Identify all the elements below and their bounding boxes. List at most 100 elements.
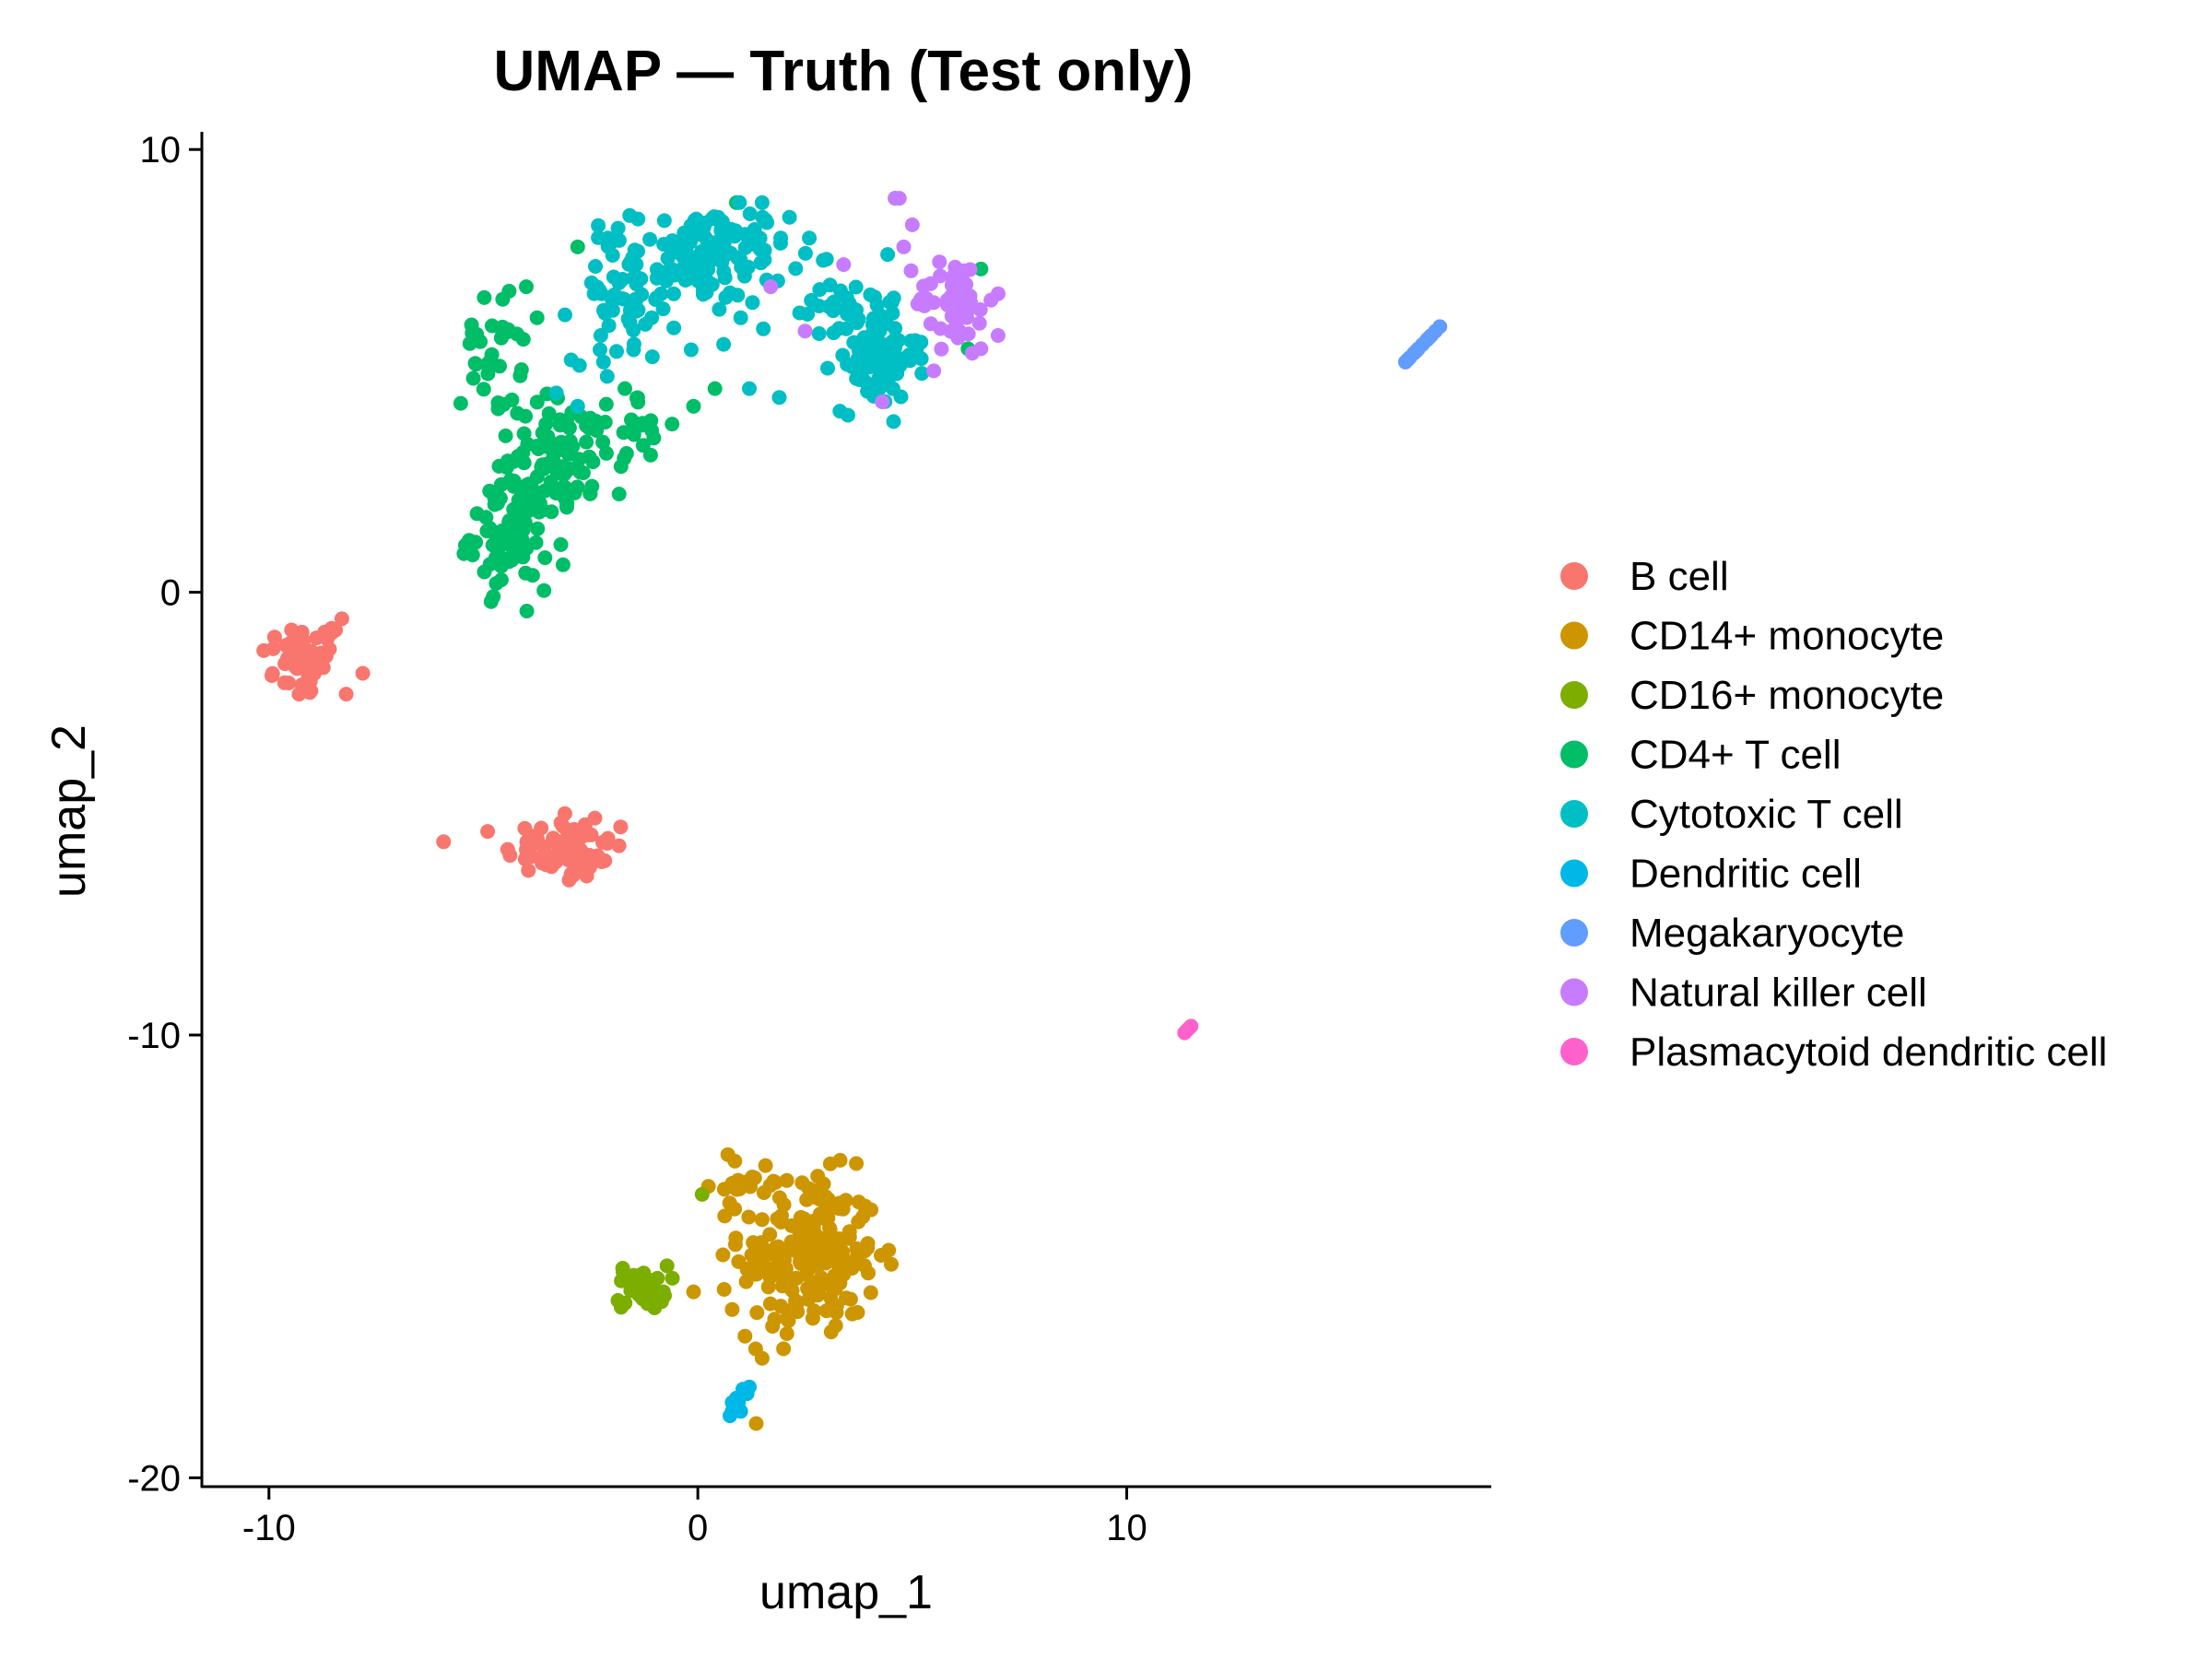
data-point bbox=[763, 279, 779, 295]
data-point bbox=[888, 321, 903, 336]
data-point bbox=[491, 536, 506, 552]
data-point bbox=[686, 1284, 701, 1300]
data-point bbox=[665, 1270, 680, 1286]
data-point bbox=[519, 604, 535, 618]
data-point bbox=[1408, 343, 1424, 359]
data-point bbox=[762, 1269, 778, 1285]
data-point bbox=[730, 288, 746, 303]
data-point bbox=[644, 423, 660, 439]
chart-title: UMAP — Truth (Test only) bbox=[494, 40, 1194, 103]
data-point bbox=[462, 335, 477, 351]
data-point bbox=[586, 286, 602, 301]
data-point bbox=[629, 256, 644, 272]
data-point bbox=[776, 1341, 792, 1357]
data-point bbox=[755, 1241, 771, 1256]
data-point bbox=[820, 360, 835, 376]
data-point bbox=[810, 1169, 826, 1184]
data-point bbox=[636, 1265, 652, 1281]
data-point bbox=[697, 280, 712, 296]
data-point bbox=[303, 683, 319, 699]
data-point bbox=[747, 1171, 762, 1185]
legend-swatch bbox=[1560, 681, 1588, 709]
data-point bbox=[588, 259, 603, 274]
x-tick-label: -10 bbox=[242, 1508, 296, 1548]
data-point bbox=[555, 818, 571, 834]
data-point bbox=[617, 451, 632, 466]
data-point bbox=[509, 326, 524, 342]
data-point bbox=[773, 230, 789, 246]
data-point bbox=[575, 465, 591, 480]
data-point bbox=[555, 557, 571, 572]
data-point bbox=[666, 320, 682, 335]
data-point bbox=[483, 594, 499, 609]
data-point bbox=[983, 292, 999, 308]
x-tick-label: 0 bbox=[688, 1508, 708, 1548]
data-point bbox=[484, 347, 500, 362]
data-point bbox=[665, 417, 680, 432]
y-ticks: -20 -10 0 10 bbox=[127, 130, 202, 1499]
data-point bbox=[504, 392, 520, 407]
data-point bbox=[724, 1301, 740, 1317]
data-point bbox=[522, 847, 537, 863]
data-point bbox=[488, 576, 504, 591]
data-point bbox=[836, 257, 852, 273]
data-point bbox=[789, 1270, 805, 1286]
data-point bbox=[850, 351, 865, 367]
data-point bbox=[1179, 1023, 1194, 1039]
data-point bbox=[656, 213, 672, 229]
data-point bbox=[888, 340, 903, 355]
legend-label: Megakaryocyte bbox=[1630, 911, 1904, 956]
x-axis-title: umap_1 bbox=[759, 1566, 933, 1619]
data-point bbox=[600, 230, 616, 246]
data-point bbox=[462, 533, 477, 548]
data-point bbox=[732, 194, 747, 210]
data-point bbox=[644, 310, 660, 325]
data-point bbox=[749, 1305, 765, 1321]
data-point bbox=[520, 503, 535, 519]
data-point bbox=[544, 504, 559, 520]
data-point bbox=[779, 1311, 794, 1326]
data-point bbox=[683, 342, 699, 358]
data-point bbox=[793, 1255, 808, 1271]
legend-swatch bbox=[1560, 800, 1588, 828]
data-point bbox=[456, 546, 472, 561]
data-point bbox=[739, 1386, 755, 1402]
data-point bbox=[516, 426, 532, 441]
data-point bbox=[872, 319, 888, 335]
data-point bbox=[597, 415, 613, 429]
data-point bbox=[492, 359, 507, 374]
data-point bbox=[511, 523, 526, 538]
data-point bbox=[745, 295, 760, 311]
data-point bbox=[717, 270, 733, 286]
data-point bbox=[559, 496, 575, 512]
data-point bbox=[265, 665, 280, 681]
data-point bbox=[745, 236, 760, 252]
data-point bbox=[754, 1350, 770, 1366]
data-point bbox=[480, 824, 496, 840]
data-point bbox=[582, 410, 598, 426]
data-point bbox=[816, 253, 831, 268]
data-point bbox=[611, 276, 627, 290]
data-point bbox=[537, 550, 553, 566]
data-point bbox=[723, 245, 738, 261]
data-point bbox=[782, 209, 797, 225]
data-point bbox=[926, 363, 942, 379]
data-point bbox=[712, 301, 727, 317]
data-point bbox=[962, 262, 978, 277]
data-point bbox=[535, 457, 550, 473]
data-point bbox=[771, 390, 787, 406]
data-point bbox=[579, 434, 594, 450]
data-point bbox=[814, 1249, 830, 1265]
data-point bbox=[567, 860, 582, 876]
data-point bbox=[577, 849, 593, 864]
data-point bbox=[990, 328, 1006, 343]
data-point bbox=[256, 642, 272, 658]
data-point bbox=[844, 1306, 860, 1322]
data-point bbox=[694, 263, 710, 278]
legend-item: CD14+ monocyte bbox=[1560, 614, 1944, 659]
data-point bbox=[278, 638, 294, 653]
legend-item: B cell bbox=[1560, 554, 1729, 599]
data-point bbox=[629, 390, 645, 406]
data-point bbox=[650, 1270, 665, 1286]
data-point bbox=[716, 336, 732, 352]
